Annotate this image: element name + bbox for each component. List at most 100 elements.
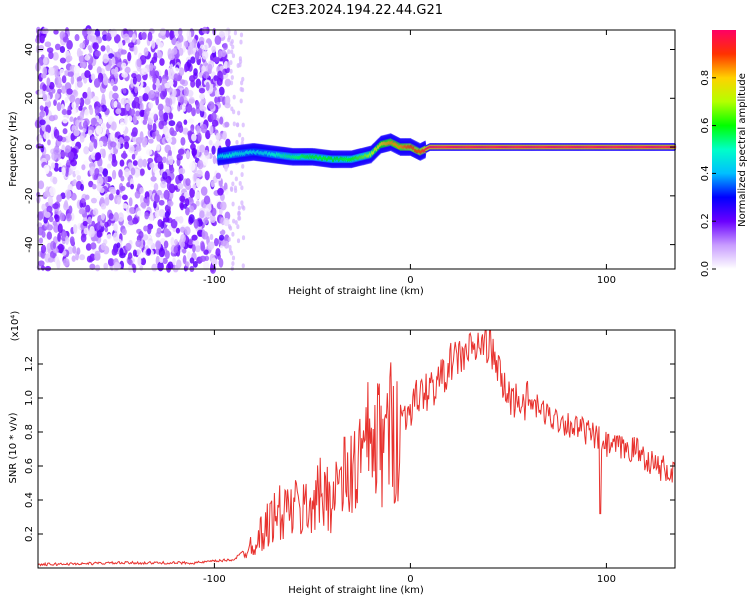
spectrogram-noise-point bbox=[165, 175, 172, 184]
y-tick: 0.4 bbox=[24, 492, 675, 508]
spectrogram-noise-point bbox=[66, 88, 73, 95]
spectrogram-noise-point bbox=[111, 121, 117, 131]
spectrogram-noise-point bbox=[139, 109, 146, 118]
spectrogram-noise-point bbox=[104, 227, 109, 233]
spectrogram-noise-point bbox=[195, 200, 200, 207]
spectrogram-noise-point bbox=[240, 87, 245, 93]
spectrogram-noise-point bbox=[236, 224, 240, 230]
y-tick: 1.2 bbox=[24, 356, 675, 372]
spectrogram-noise-point bbox=[207, 101, 215, 110]
spectrogram-noise-point bbox=[240, 200, 244, 206]
spectrogram-noise-point bbox=[42, 27, 49, 35]
spectrogram-noise-point bbox=[110, 188, 117, 195]
snr-series-line bbox=[37, 329, 676, 567]
y-tick: 20 bbox=[24, 92, 675, 105]
spectrogram-noise-point bbox=[165, 29, 170, 38]
spectrogram-noise-point bbox=[163, 112, 169, 122]
svg-text:1.0: 1.0 bbox=[24, 390, 35, 406]
spectrogram-noise-point bbox=[194, 191, 201, 200]
spectrogram-noise-point bbox=[108, 90, 114, 101]
spectrogram-noise-point bbox=[76, 174, 82, 181]
spectrogram-noise-point bbox=[232, 121, 236, 127]
spectrogram-noise-point bbox=[201, 65, 206, 74]
spectrogram-noise-point bbox=[240, 80, 244, 86]
spectrogram-noise-point bbox=[52, 203, 59, 210]
spectrogram-noise-point bbox=[157, 51, 163, 59]
colorbar-tick: 0.2 bbox=[700, 213, 716, 229]
spectrogram-noise-point bbox=[173, 30, 180, 37]
spectrogram-noise-point bbox=[189, 161, 196, 171]
spectrogram-noise-point bbox=[167, 261, 174, 270]
spectrogram-noise-point bbox=[111, 56, 116, 67]
spectrogram-noise-point bbox=[229, 60, 233, 65]
spectrogram-noise-point bbox=[63, 202, 69, 211]
spectrogram-noise-point bbox=[82, 91, 88, 99]
spectrogram-noise-point bbox=[180, 233, 186, 243]
spectrogram-noise-point bbox=[132, 160, 138, 166]
spectrogram-noise-point bbox=[71, 101, 77, 109]
spectrogram-noise-point bbox=[87, 216, 92, 225]
x-tick: 0 bbox=[407, 330, 414, 585]
spectrogram-noise-point bbox=[153, 113, 158, 122]
spectrogram-noise-point bbox=[197, 159, 204, 170]
spectrogram-noise-point bbox=[139, 102, 144, 112]
spectrogram-noise-point bbox=[237, 215, 242, 221]
spectrogram-noise-point bbox=[230, 187, 234, 192]
spectrogram-noise-point bbox=[79, 42, 86, 49]
spectrogram-noise-point bbox=[191, 147, 198, 156]
spectrogram-noise-point bbox=[59, 57, 67, 64]
svg-text:0.4: 0.4 bbox=[24, 492, 35, 508]
spectrogram-noise-point bbox=[84, 194, 90, 200]
spectrogram-noise-point bbox=[186, 59, 192, 68]
spectrogram-noise-point bbox=[211, 45, 217, 53]
spectrogram-noise-point bbox=[66, 191, 71, 200]
spectrogram-noise-point bbox=[139, 252, 145, 259]
spectrogram-noise-point bbox=[156, 144, 161, 151]
spectrogram-noise-point bbox=[89, 263, 96, 270]
spectrogram-noise-point bbox=[42, 93, 48, 102]
spectrogram-noise-point bbox=[209, 233, 214, 241]
spectrogram-noise-point bbox=[236, 238, 241, 244]
spectrogram-noise-point bbox=[62, 258, 70, 267]
spectrogram-noise-point bbox=[204, 170, 210, 181]
spectrogram-noise-point bbox=[72, 179, 78, 187]
svg-text:-40: -40 bbox=[24, 236, 35, 252]
spectrogram-noise-point bbox=[115, 189, 120, 196]
spectrogram-noise-point bbox=[124, 66, 131, 74]
spectrogram-noise-point bbox=[111, 169, 117, 180]
spectrogram-noise-point bbox=[159, 90, 166, 100]
spectrogram-noise-point bbox=[66, 109, 72, 116]
spectrogram-noise-point bbox=[229, 170, 234, 176]
spectrogram-noise-point bbox=[46, 224, 54, 231]
spectrogram-noise-point bbox=[103, 262, 109, 270]
spectrogram-noise-point bbox=[100, 242, 107, 251]
spectrogram-noise-point bbox=[59, 212, 65, 222]
spectrogram-noise-point bbox=[37, 226, 44, 236]
spectrogram-noise-point bbox=[152, 122, 157, 133]
spectrogram-noise-point bbox=[211, 112, 217, 121]
spectrogram-noise-point bbox=[121, 194, 128, 201]
spectrogram-noise-point bbox=[79, 111, 85, 120]
spectrogram-noise-point bbox=[191, 107, 196, 117]
spectrogram-noise-point bbox=[82, 120, 89, 129]
spectrogram-noise-point bbox=[213, 75, 219, 81]
spectrogram-noise-point bbox=[128, 206, 135, 215]
spectrogram-noise-point bbox=[164, 204, 171, 213]
spectrogram-noise-point bbox=[113, 100, 118, 108]
spectrogram-noise-point bbox=[141, 136, 148, 146]
spectrogram-noise-point bbox=[181, 248, 187, 254]
spectrogram-noise-point bbox=[142, 234, 149, 241]
spectrogram-noise-point bbox=[127, 51, 132, 62]
spectrogram-noise-point bbox=[179, 195, 186, 203]
spectrogram-noise-point bbox=[66, 55, 73, 62]
spectrogram-noise-point bbox=[42, 57, 48, 65]
spectrogram-noise-point bbox=[212, 155, 217, 165]
spectrogram-noise-point bbox=[52, 242, 57, 249]
spectrogram-noise-point bbox=[207, 63, 213, 72]
svg-text:-20: -20 bbox=[24, 188, 35, 204]
spectrogram-noise-point bbox=[234, 176, 238, 182]
spectrogram-noise-point bbox=[205, 129, 211, 140]
spectrogram-noise-point bbox=[166, 181, 172, 191]
spectrogram-noise-point bbox=[231, 255, 236, 261]
spectrogram-noise-point bbox=[204, 208, 211, 218]
